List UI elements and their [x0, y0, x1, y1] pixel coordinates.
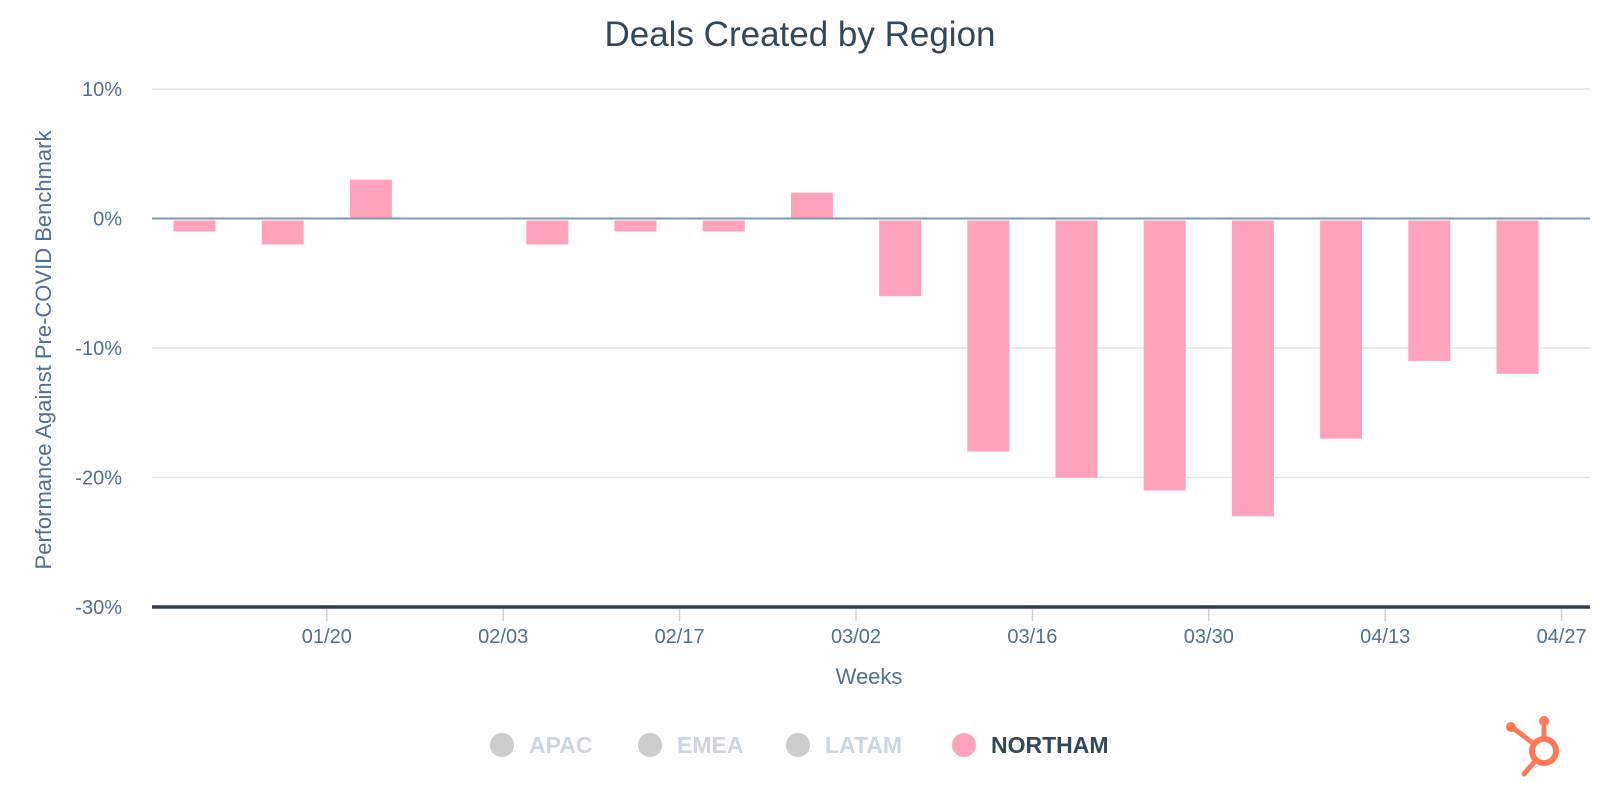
bar-northam [1055, 220, 1098, 478]
bar-northam [1496, 220, 1539, 374]
hubspot-sprocket-icon [1506, 716, 1559, 777]
x-tick-label: 03/30 [1184, 626, 1234, 648]
bar-northam [967, 220, 1010, 452]
bar-northam [526, 220, 569, 245]
bar-northam [1143, 220, 1186, 491]
legend-label: EMEA [677, 732, 743, 758]
x-axis-label: Weeks [836, 664, 903, 689]
legend-item-emea[interactable]: EMEA [638, 732, 743, 758]
legend-item-northam[interactable]: NORTHAM [952, 732, 1109, 758]
y-tick-label: -30% [75, 597, 122, 619]
bar-northam [879, 220, 922, 297]
x-tick-label: 03/02 [831, 626, 881, 648]
legend-marker [786, 733, 810, 757]
bar-northam [173, 220, 216, 232]
legend-label: LATAM [825, 732, 902, 758]
legend-item-apac[interactable]: APAC [490, 732, 592, 758]
gridlines [152, 88, 1590, 479]
chart-title: Deals Created by Region [604, 15, 995, 54]
bar-northam [349, 179, 392, 218]
x-tick-label: 04/27 [1537, 626, 1587, 648]
legend-marker [490, 733, 514, 757]
legend-item-latam[interactable]: LATAM [786, 732, 902, 758]
x-tick-label: 02/03 [478, 626, 528, 648]
bar-northam [1320, 220, 1363, 439]
y-tick-label: -20% [75, 468, 122, 490]
bar-northam [702, 220, 745, 232]
bar-northam [790, 192, 833, 218]
bar-northam [614, 220, 657, 232]
y-axis-label: Performance Against Pre-COVID Benchmark [31, 130, 56, 570]
legend-marker [952, 733, 976, 757]
y-tick-label: 10% [82, 79, 122, 101]
legend-marker [638, 733, 662, 757]
axes: 10% 0% -10% -20% -30% 01/20 02/03 02/17 03/02 03/… [75, 79, 1590, 648]
x-tick-label: 02/17 [655, 626, 705, 648]
legend-label: APAC [529, 732, 592, 758]
bar-northam [1231, 220, 1274, 517]
bars [173, 179, 1539, 517]
x-tick-label: 01/20 [302, 626, 352, 648]
y-tick-label: 0% [93, 209, 122, 231]
bar-northam [261, 220, 304, 245]
bar-northam [1408, 220, 1451, 361]
legend-label: NORTHAM [991, 732, 1109, 758]
legend: APAC EMEA LATAM NORTHAM [490, 732, 1109, 758]
y-tick-label: -10% [75, 338, 122, 360]
x-tick-label: 04/13 [1360, 626, 1410, 648]
x-tick-label: 03/16 [1007, 626, 1057, 648]
